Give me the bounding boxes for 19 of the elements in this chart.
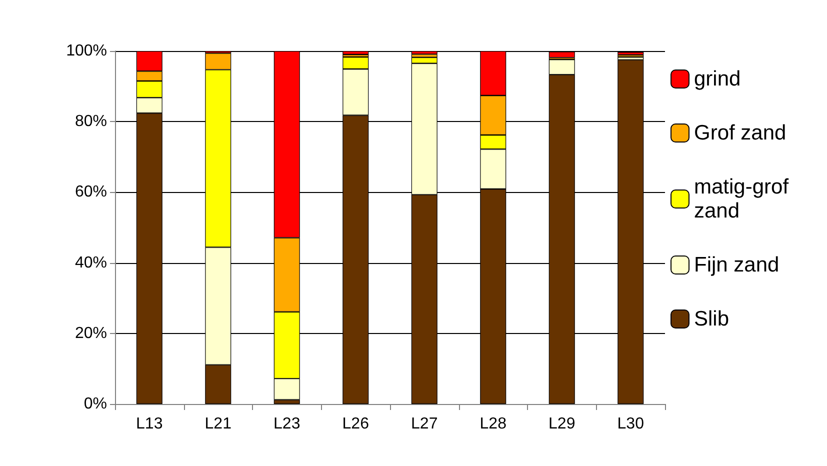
y-tick-label: 60% (74, 184, 107, 201)
x-tick-label: L30 (617, 416, 644, 432)
y-tick-label: 20% (74, 324, 107, 342)
x-tick-label: L21 (204, 416, 232, 432)
x-tick-label: L27 (411, 416, 438, 432)
legend-label: Slib (694, 308, 730, 330)
x-tick-label: L29 (548, 416, 576, 432)
x-tick-label: L23 (274, 416, 300, 432)
y-tick-label: 80% (74, 113, 107, 130)
y-tick-label: 0% (84, 396, 107, 412)
legend-label: Fijn zand (694, 254, 780, 276)
legend-label: Grof zand (694, 122, 786, 144)
x-tick-label: L28 (480, 416, 507, 432)
legend-label: matig-grof zand (694, 176, 794, 222)
legend-label: grind (694, 68, 741, 90)
x-tick-label: L26 (342, 416, 370, 432)
y-tick-label: 100% (66, 42, 107, 60)
y-tick-label: 40% (74, 254, 107, 272)
x-tick-label: L13 (136, 416, 163, 432)
